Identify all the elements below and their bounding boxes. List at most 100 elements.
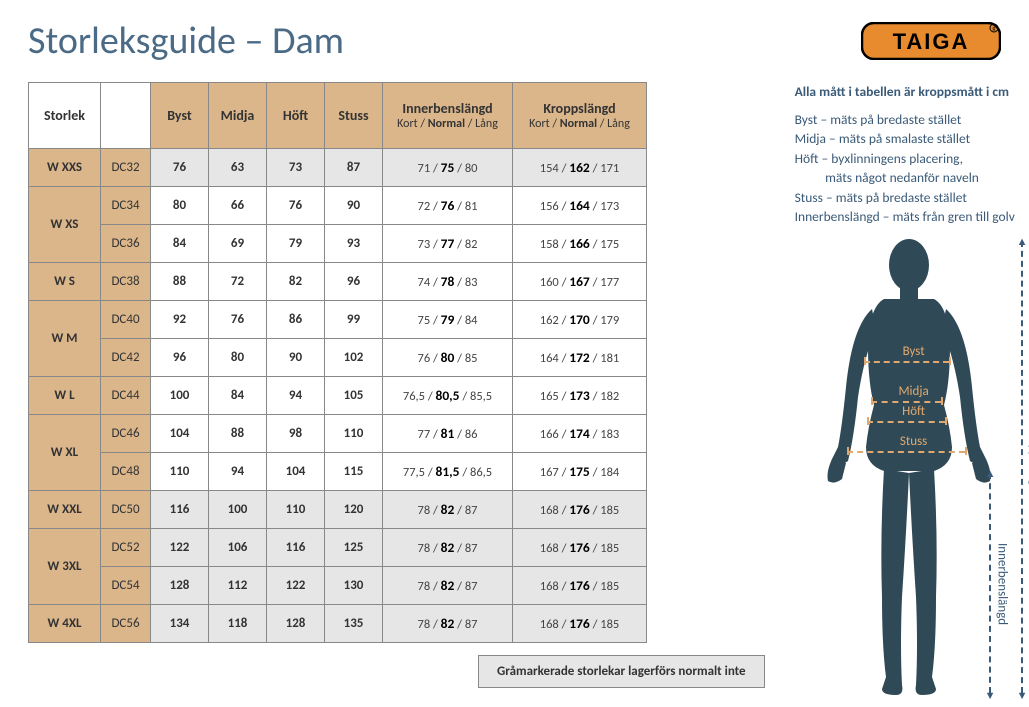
table-row: W XLDC46104889811077 / 81 / 86166 / 174 … [29, 415, 647, 453]
hdr-byst: Byst [151, 83, 209, 149]
cell-stuss: 96 [325, 263, 383, 301]
measure-line-hoft [867, 421, 945, 423]
cell-hoft: 86 [267, 301, 325, 339]
cell-inner: 71 / 75 / 80 [383, 149, 513, 187]
table-row: W LDC44100849410576,5 / 80,5 / 85,5165 /… [29, 377, 647, 415]
cell-byst: 92 [151, 301, 209, 339]
intro-line: Byst – mäts på bredaste stället [795, 110, 1029, 130]
hdr-size: Storlek [29, 83, 101, 149]
cell-body: 154 / 162 / 171 [513, 149, 647, 187]
cell-midja: 76 [209, 301, 267, 339]
cell-stuss: 120 [325, 491, 383, 529]
cell-inner: 77 / 81 / 86 [383, 415, 513, 453]
cell-dc: DC38 [101, 263, 151, 301]
cell-midja: 100 [209, 491, 267, 529]
cell-body: 156 / 164 / 173 [513, 187, 647, 225]
measure-label-stuss: Stuss [789, 434, 1029, 449]
cell-inner: 73 / 77 / 82 [383, 225, 513, 263]
cell-midja: 66 [209, 187, 267, 225]
measure-label-byst: Byst [789, 344, 1029, 359]
cell-size: W M [29, 301, 101, 377]
cell-byst: 80 [151, 187, 209, 225]
measure-line-byst [864, 361, 949, 363]
cell-stuss: 87 [325, 149, 383, 187]
cell-dc: DC48 [101, 453, 151, 491]
table-row: W XXSDC327663738771 / 75 / 80154 / 162 /… [29, 149, 647, 187]
cell-byst: 84 [151, 225, 209, 263]
cell-body: 162 / 170 / 179 [513, 301, 647, 339]
cell-body: 165 / 173 / 182 [513, 377, 647, 415]
cell-body: 158 / 166 / 175 [513, 225, 647, 263]
intro-text: Alla mått i tabellen är kroppsmått i cm … [795, 82, 1029, 227]
cell-dc: DC34 [101, 187, 151, 225]
cell-byst: 100 [151, 377, 209, 415]
cell-midja: 88 [209, 415, 267, 453]
cell-hoft: 79 [267, 225, 325, 263]
footnote: Gråmarkerade storlekar lagerförs normalt… [478, 655, 765, 688]
cell-hoft: 90 [267, 339, 325, 377]
cell-body: 164 / 172 / 181 [513, 339, 647, 377]
cell-body: 166 / 174 / 183 [513, 415, 647, 453]
cell-inner: 78 / 82 / 87 [383, 529, 513, 567]
table-row: W XSDC348066769072 / 76 / 81156 / 164 / … [29, 187, 647, 225]
cell-hoft: 76 [267, 187, 325, 225]
cell-body: 160 / 167 / 177 [513, 263, 647, 301]
cell-stuss: 135 [325, 605, 383, 643]
cell-midja: 84 [209, 377, 267, 415]
hdr-midja: Midja [209, 83, 267, 149]
measure-line-stuss [847, 451, 965, 453]
cell-size: W XXL [29, 491, 101, 529]
cell-stuss: 125 [325, 529, 383, 567]
intro-line: Midja – mäts på smalaste stället [795, 129, 1029, 149]
cell-size: W XXS [29, 149, 101, 187]
cell-stuss: 93 [325, 225, 383, 263]
hdr-stuss: Stuss [325, 83, 383, 149]
cell-byst: 122 [151, 529, 209, 567]
vline-kropp [1021, 241, 1023, 693]
cell-stuss: 99 [325, 301, 383, 339]
cell-byst: 134 [151, 605, 209, 643]
measure-label-hoft: Höft [789, 404, 1029, 419]
cell-inner: 75 / 79 / 84 [383, 301, 513, 339]
cell-hoft: 110 [267, 491, 325, 529]
cell-stuss: 110 [325, 415, 383, 453]
cell-inner: 74 / 78 / 83 [383, 263, 513, 301]
cell-stuss: 115 [325, 453, 383, 491]
cell-dc: DC44 [101, 377, 151, 415]
cell-body: 167 / 175 / 184 [513, 453, 647, 491]
cell-midja: 112 [209, 567, 267, 605]
cell-hoft: 73 [267, 149, 325, 187]
intro-line: Höft – byxlinningens placering, [795, 149, 1029, 169]
intro-line: Stuss – mäts på bredaste stället [795, 188, 1029, 208]
cell-body: 168 / 176 / 185 [513, 605, 647, 643]
cell-inner: 78 / 82 / 87 [383, 491, 513, 529]
cell-dc: DC56 [101, 605, 151, 643]
hdr-inner: Innerbenslängd Kort / Normal / Lång [383, 83, 513, 149]
cell-byst: 104 [151, 415, 209, 453]
cell-body: 168 / 176 / 185 [513, 567, 647, 605]
cell-stuss: 130 [325, 567, 383, 605]
cell-size: W XS [29, 187, 101, 263]
cell-byst: 76 [151, 149, 209, 187]
logo-text: TAIGA [893, 29, 970, 54]
cell-hoft: 116 [267, 529, 325, 567]
cell-size: W S [29, 263, 101, 301]
cell-dc: DC36 [101, 225, 151, 263]
vlabel-inner: Innerbenslängd [995, 543, 1010, 625]
cell-inner: 78 / 82 / 87 [383, 567, 513, 605]
cell-hoft: 94 [267, 377, 325, 415]
cell-stuss: 105 [325, 377, 383, 415]
cell-byst: 128 [151, 567, 209, 605]
cell-midja: 69 [209, 225, 267, 263]
cell-dc: DC54 [101, 567, 151, 605]
cell-byst: 88 [151, 263, 209, 301]
cell-stuss: 102 [325, 339, 383, 377]
measure-line-midja [871, 401, 941, 403]
cell-body: 168 / 176 / 185 [513, 491, 647, 529]
hdr-body: Kroppslängd Kort / Normal / Lång [513, 83, 647, 149]
measure-label-midja: Midja [789, 384, 1029, 399]
intro-line: mäts något nedanför naveln [795, 168, 1029, 188]
cell-inner: 77,5 / 81,5 / 86,5 [383, 453, 513, 491]
size-table: Storlek Byst Midja Höft Stuss Innerbensl… [28, 82, 647, 643]
hdr-hoft: Höft [267, 83, 325, 149]
